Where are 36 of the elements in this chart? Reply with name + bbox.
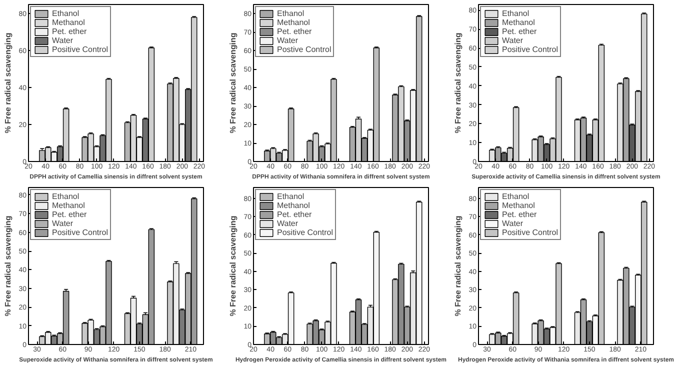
legend-label: Ethanol bbox=[502, 192, 530, 201]
legend-label: Postive Control bbox=[277, 45, 332, 54]
legend-label: Pet. ether bbox=[502, 210, 537, 219]
legend-label: Water bbox=[502, 36, 524, 45]
legend-label: Methanol bbox=[277, 201, 310, 210]
legend-label: Pet. ether bbox=[277, 27, 312, 36]
legend-label: Pet. ether bbox=[52, 210, 87, 219]
legend-label: Methanol bbox=[502, 18, 535, 27]
legend-label: Ethanol bbox=[52, 192, 80, 201]
y-axis-title: % Free radical scavenging bbox=[4, 216, 13, 316]
legend-label: Methanol bbox=[52, 201, 85, 210]
legend-label: Ethanol bbox=[277, 192, 304, 201]
legend-label: Water bbox=[52, 36, 74, 45]
legend-label: Methanol bbox=[52, 18, 85, 27]
legend-label: Positive Control bbox=[277, 228, 334, 237]
legend-label: Ethanol bbox=[277, 9, 304, 18]
legend-label: Positive Control bbox=[502, 228, 558, 237]
legend-label: Water bbox=[277, 36, 298, 45]
y-axis-title: % Free radical scavenging bbox=[4, 32, 13, 134]
y-axis-title: % Free radical scavenging bbox=[454, 32, 463, 134]
legend-label: Ethanol bbox=[502, 9, 530, 18]
legend-label: Positive Control bbox=[52, 228, 108, 237]
legend-label: Pet. ether bbox=[502, 27, 537, 36]
y-axis-title: % Free radical scavenging bbox=[454, 216, 463, 316]
legend-label: Ethanol bbox=[52, 9, 80, 18]
y-axis-title: % Free radical scavenging bbox=[228, 216, 238, 316]
legend-label: Methanol bbox=[502, 201, 535, 210]
legend-label: Pet. ether bbox=[52, 27, 87, 36]
legend-label: Positive Control bbox=[502, 45, 558, 54]
legend-label: Pet. ether bbox=[277, 210, 312, 219]
legend-label: Positive Control bbox=[52, 45, 108, 54]
legend-label: Water bbox=[502, 219, 524, 228]
legend-label: Water bbox=[52, 219, 74, 228]
legend-label: Methanol bbox=[277, 18, 310, 27]
legend-label: Water bbox=[277, 219, 298, 228]
y-axis-title: % Free radical scavenging bbox=[228, 32, 238, 134]
